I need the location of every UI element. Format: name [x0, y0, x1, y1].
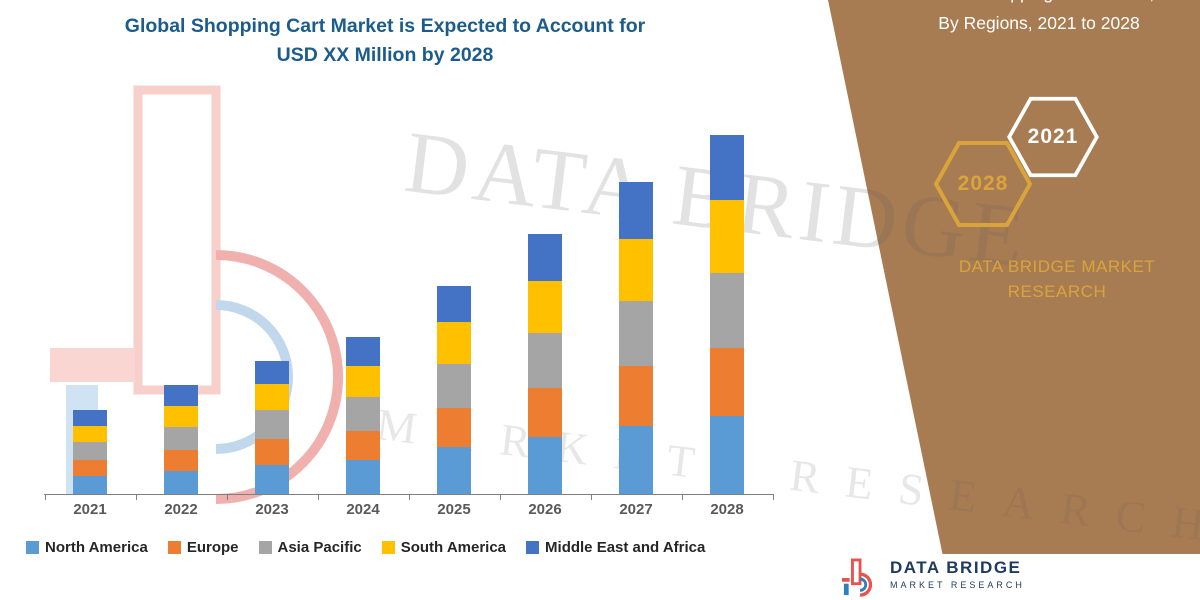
legend-item-south-america: South America [381, 539, 507, 556]
bar-segment-asia-pacific [346, 397, 380, 431]
side-panel-heading-line1: Global Shopping Cart Market, [878, 0, 1200, 8]
footer-logo-name: DATA BRIDGE [890, 558, 1022, 577]
bar-segment-north-america [73, 476, 107, 494]
legend-swatch [526, 541, 540, 554]
x-axis-tick [226, 495, 228, 500]
bar-segment-north-america [255, 465, 289, 494]
legend-swatch [381, 541, 395, 554]
x-axis-label: 2028 [710, 501, 744, 518]
bar-segment-south-america [346, 366, 380, 397]
legend-label: Asia Pacific [277, 539, 362, 556]
bar-segment-south-america [255, 384, 289, 410]
x-axis-tick [681, 495, 683, 500]
footer-logo-card: DATA BRIDGE MARKET RESEARCH [820, 554, 1200, 600]
footer-logo-subtitle: MARKET RESEARCH [890, 580, 1025, 590]
bar-segment-south-america [164, 406, 198, 427]
legend-label: Middle East and Africa [545, 539, 706, 556]
bar-segment-europe [619, 366, 653, 426]
bar-segment-asia-pacific [73, 442, 107, 460]
x-axis-tick [772, 495, 774, 500]
legend-swatch [26, 541, 39, 554]
bar-segment-north-america [164, 471, 198, 494]
bar-segment-south-america [437, 322, 471, 364]
dbmr-b-logo-icon [842, 558, 873, 597]
legend-item-north-america: North America [26, 539, 148, 556]
hexagon-year-label: 2021 [1027, 125, 1079, 148]
x-axis-label: 2022 [164, 501, 198, 518]
bar-segment-north-america [619, 426, 653, 494]
x-axis-label: 2025 [437, 501, 471, 518]
bar-segment-middle-east-and-africa [73, 410, 107, 426]
bar-segment-north-america [528, 437, 562, 494]
bar-segment-north-america [346, 460, 380, 494]
bar-segment-europe [73, 460, 107, 476]
legend-swatch [167, 541, 181, 554]
x-axis-label: 2021 [73, 501, 107, 518]
bar-segment-europe [528, 388, 562, 437]
bar-segment-asia-pacific [710, 273, 744, 348]
legend-item-asia-pacific: Asia Pacific [258, 539, 362, 556]
bar-segment-middle-east-and-africa [255, 361, 289, 384]
chart-title-line2: USD XX Million by 2028 [276, 44, 494, 66]
bar-segment-europe [255, 439, 289, 465]
chart-title: Global Shopping Cart Market is Expected … [55, 12, 715, 70]
bar-segment-middle-east-and-africa [528, 234, 562, 281]
legend-label: South America [400, 539, 507, 556]
side-panel-heading: Global Shopping Cart Market, By Regions,… [878, 0, 1200, 38]
bar-segment-asia-pacific [528, 333, 562, 388]
bar-segment-asia-pacific [255, 410, 289, 439]
bar-segment-middle-east-and-africa [710, 135, 744, 200]
bar-segment-middle-east-and-africa [619, 182, 653, 239]
bar-segment-south-america [619, 239, 653, 301]
x-axis-tick [135, 495, 137, 500]
x-axis-label: 2023 [255, 501, 289, 518]
bar-segment-europe [346, 431, 380, 460]
bar-segment-north-america [710, 416, 744, 494]
hexagon-badge-2021: 2021 [1006, 96, 1100, 178]
x-axis-label: 2026 [528, 501, 562, 518]
bar-segment-south-america [528, 281, 562, 333]
legend-item-middle-east-and-africa: Middle East and Africa [526, 539, 705, 556]
x-axis-line [44, 494, 774, 495]
legend-item-europe: Europe [167, 539, 239, 556]
x-axis-label: 2024 [346, 501, 380, 518]
bar-segment-asia-pacific [437, 364, 471, 408]
x-axis-tick [590, 495, 592, 500]
side-panel-heading-line2: By Regions, 2021 to 2028 [938, 13, 1140, 33]
legend-label: Europe [186, 539, 239, 556]
chart-title-line1: Global Shopping Cart Market is Expected … [124, 15, 646, 37]
x-axis-tick [499, 495, 501, 500]
bar-segment-south-america [710, 200, 744, 273]
dbmr-brand-line2: RESEARCH [1007, 282, 1107, 301]
hexagon-year-label: 2028 [957, 172, 1009, 195]
bar-segment-asia-pacific [164, 427, 198, 450]
footer-logo-text: DATA BRIDGE MARKET RESEARCH [890, 558, 1025, 590]
bar-segment-europe [437, 408, 471, 447]
bar-segment-south-america [73, 426, 107, 442]
bar-segment-europe [164, 450, 198, 471]
chart-legend: North America Europe Asia Pacific South Ame… [26, 539, 705, 556]
bar-segment-middle-east-and-africa [346, 337, 380, 366]
bar-segment-north-america [437, 447, 471, 494]
bar-segment-asia-pacific [619, 301, 653, 366]
legend-label: North America [45, 539, 148, 556]
hexagon-outline-icon [933, 141, 1033, 227]
x-axis-label: 2027 [619, 501, 653, 518]
legend-swatch [258, 541, 272, 554]
dbmr-brand-text: DATA BRIDGE MARKET RESEARCH [938, 254, 1176, 304]
x-axis-tick [408, 495, 410, 500]
x-axis-tick [44, 495, 46, 500]
bar-segment-middle-east-and-africa [437, 286, 471, 322]
x-axis-tick [317, 495, 319, 500]
bar-segment-middle-east-and-africa [164, 385, 198, 406]
hexagon-outline-icon [1007, 96, 1099, 178]
bar-segment-europe [710, 348, 744, 416]
dbmr-brand-line1: DATA BRIDGE MARKET [958, 257, 1156, 276]
hexagon-badge-2028: 2028 [933, 140, 1033, 228]
